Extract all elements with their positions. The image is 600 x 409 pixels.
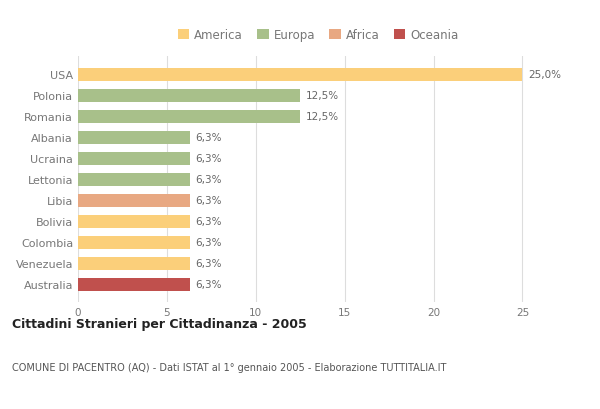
- Text: COMUNE DI PACENTRO (AQ) - Dati ISTAT al 1° gennaio 2005 - Elaborazione TUTTITALI: COMUNE DI PACENTRO (AQ) - Dati ISTAT al …: [12, 362, 446, 372]
- Text: 6,3%: 6,3%: [196, 154, 222, 164]
- Bar: [78, 131, 190, 145]
- Text: 12,5%: 12,5%: [305, 112, 338, 122]
- Bar: [78, 152, 190, 166]
- Bar: [78, 173, 190, 187]
- Bar: [78, 278, 190, 292]
- Text: 6,3%: 6,3%: [196, 196, 222, 206]
- Bar: [78, 68, 523, 82]
- Text: 6,3%: 6,3%: [196, 238, 222, 248]
- Text: 25,0%: 25,0%: [528, 70, 561, 80]
- Legend: America, Europa, Africa, Oceania: America, Europa, Africa, Oceania: [173, 24, 463, 47]
- Bar: [78, 110, 300, 124]
- Text: 6,3%: 6,3%: [196, 259, 222, 269]
- Bar: [78, 257, 190, 271]
- Text: Cittadini Stranieri per Cittadinanza - 2005: Cittadini Stranieri per Cittadinanza - 2…: [12, 317, 307, 330]
- Bar: [78, 89, 300, 103]
- Text: 6,3%: 6,3%: [196, 280, 222, 290]
- Bar: [78, 236, 190, 249]
- Bar: [78, 194, 190, 208]
- Text: 6,3%: 6,3%: [196, 175, 222, 185]
- Bar: [78, 215, 190, 229]
- Text: 6,3%: 6,3%: [196, 217, 222, 227]
- Text: 6,3%: 6,3%: [196, 133, 222, 143]
- Text: 12,5%: 12,5%: [305, 91, 338, 101]
